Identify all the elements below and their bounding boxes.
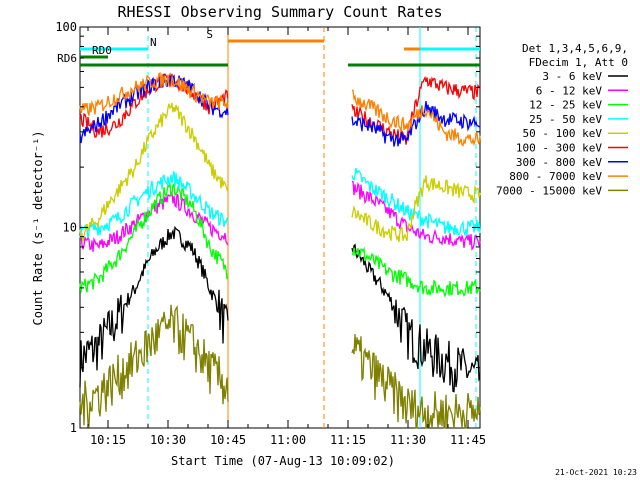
chart-title: RHESSI Observing Summary Count Rates bbox=[117, 3, 442, 21]
flags-group: RD6 RD0 N S bbox=[57, 28, 480, 67]
y-tick-label-0: 1 bbox=[70, 421, 77, 435]
legend-label-0: 3 - 6 keV bbox=[542, 70, 602, 83]
series-8-segment-0 bbox=[79, 304, 229, 428]
x-tick-label-3: 11:00 bbox=[270, 433, 306, 447]
series-6-segment-0 bbox=[79, 74, 229, 144]
flag-label-rd6: RD6 bbox=[57, 52, 77, 65]
x-tick-label-4: 11:15 bbox=[330, 433, 366, 447]
y-axis-label: Count Rate (s⁻¹ detector⁻¹) bbox=[31, 130, 45, 325]
footer-date: 21-Oct-2021 10:23 bbox=[555, 468, 637, 477]
legend-label-7: 800 - 7000 keV bbox=[509, 170, 602, 183]
legend-label-8: 7000 - 15000 keV bbox=[496, 184, 602, 197]
y-tick-label-1: 10 bbox=[63, 221, 77, 235]
x-tick-label-1: 10:30 bbox=[150, 433, 186, 447]
series-6-segment-1 bbox=[351, 101, 481, 147]
series-2-segment-1 bbox=[351, 246, 481, 299]
legend-header-1: Det 1,3,4,5,6,9, bbox=[522, 42, 628, 55]
series-7-segment-1 bbox=[351, 89, 481, 147]
ticks-group: 10:15 10:30 10:45 11:00 11:15 11:30 11:45 1 10 10… bbox=[55, 20, 486, 447]
series-5-segment-0 bbox=[79, 72, 229, 138]
x-axis-label: Start Time (07-Aug-13 10:09:02) bbox=[171, 454, 395, 468]
series-1-segment-1 bbox=[351, 180, 481, 251]
flag-label-n: N bbox=[150, 36, 157, 49]
legend-label-4: 50 - 100 keV bbox=[523, 127, 603, 140]
series-8-segment-1 bbox=[351, 334, 481, 429]
x-tick-label-6: 11:45 bbox=[450, 433, 486, 447]
legend-label-1: 6 - 12 keV bbox=[536, 84, 603, 97]
y-tick-label-2: 100 bbox=[55, 20, 77, 34]
vertical-markers bbox=[147, 27, 477, 428]
legend-label-2: 12 - 25 keV bbox=[529, 99, 602, 112]
series-0-segment-0 bbox=[79, 225, 229, 388]
flag-label-rd0: RD0 bbox=[92, 44, 112, 57]
series-0-segment-1 bbox=[351, 243, 481, 393]
x-tick-label-5: 11:30 bbox=[390, 433, 426, 447]
x-tick-label-0: 10:15 bbox=[90, 433, 126, 447]
series-7-segment-0 bbox=[79, 72, 229, 116]
series-3-segment-1 bbox=[351, 167, 481, 238]
legend-label-3: 25 - 50 keV bbox=[529, 113, 602, 126]
series-4-segment-1 bbox=[351, 175, 481, 243]
legend-header-2: FDecim 1, Att 0 bbox=[529, 56, 628, 69]
legend-label-6: 300 - 800 keV bbox=[516, 156, 602, 169]
series-4-segment-0 bbox=[79, 102, 229, 242]
x-tick-label-2: 10:45 bbox=[210, 433, 246, 447]
flag-label-s: S bbox=[206, 28, 213, 41]
series-group bbox=[79, 72, 481, 429]
series-3-segment-0 bbox=[79, 170, 229, 239]
series-2-segment-0 bbox=[79, 181, 229, 293]
series-5-segment-1 bbox=[351, 75, 481, 145]
legend-label-5: 100 - 300 keV bbox=[516, 142, 602, 155]
